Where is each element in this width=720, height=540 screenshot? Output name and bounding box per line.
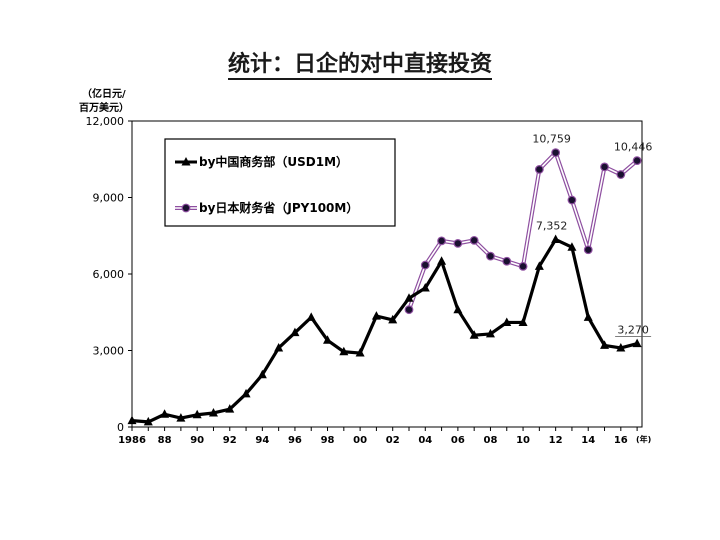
data-point-usd [469,330,479,339]
data-point-jpy [420,260,430,270]
data-point-usd [404,293,414,302]
y-tick-label: 6,000 [93,268,125,281]
data-point-usd [616,342,626,352]
x-tick-label: 12 [549,435,563,446]
data-point-usd [388,314,398,324]
data-point-usd [502,317,512,326]
data-point-usd [274,342,284,352]
data-point-usd [323,335,333,344]
x-tick-label: 00 [353,435,367,446]
data-point-jpy [551,148,561,158]
data-point-usd [600,340,610,349]
data-point-jpy [404,305,414,315]
data-point-usd [485,328,495,338]
data-point-usd [355,348,365,357]
data-point-usd [192,409,202,419]
x-tick-label: 88 [158,435,172,446]
x-tick-label: 94 [255,435,269,446]
x-tick-label: 1986 [118,435,146,446]
x-tick-label: 90 [190,435,204,446]
data-point-usd [583,312,593,321]
data-point-jpy [632,156,642,166]
x-tick-label: 14 [581,435,595,446]
data-point-usd [257,369,267,379]
page-title: 统计：日企的对中直接投资 [0,46,720,80]
data-point-usd [534,261,544,270]
data-point-jpy [583,245,593,255]
data-point-jpy [486,251,495,261]
x-tick-label: 98 [321,435,335,446]
data-point-jpy [437,236,446,246]
data-label: 3,270 [617,324,649,337]
data-labels: 10,759 10,446 7,352 3,270 [532,133,653,338]
data-label: 10,759 [532,133,571,146]
series-lines [127,148,642,426]
data-point-jpy [616,170,626,179]
x-axis: 1986 88 90 92 94 96 98 00 02 04 06 08 10 12 14 16 [118,427,638,446]
page-title-text: 统计：日企的对中直接投资 [227,52,492,80]
data-point-usd [453,304,463,314]
data-point-usd [225,404,235,413]
data-point-usd [176,413,186,422]
x-tick-label: 16 [614,435,628,446]
y-axis: 0 3,000 6,000 9,000 12,000 [86,115,132,434]
x-tick-label: 06 [451,435,465,446]
data-point-jpy [534,165,544,174]
data-point-usd [420,283,430,292]
data-point-usd [290,327,300,337]
data-point-usd [306,312,316,321]
legend-marker-usd [181,157,191,166]
legend-label-jpy: by日本财务省（JPY100M） [199,200,358,215]
data-point-jpy [502,256,512,266]
data-point-usd [632,338,642,348]
data-point-usd [371,311,381,320]
series-line-usd [131,237,638,424]
x-tick-label: 04 [418,435,432,446]
data-point-usd [127,415,137,425]
y-tick-label: 9,000 [93,192,125,205]
x-tick-label: 96 [288,435,302,446]
x-tick-label: 92 [223,435,237,446]
data-point-jpy [453,238,463,248]
x-tick-label: 02 [386,435,400,446]
data-point-usd [208,407,218,417]
data-point-usd [518,317,528,326]
data-label: 10,446 [614,141,653,154]
data-point-usd [551,234,561,244]
legend: by中国商务部（USD1M） by日本财务省（JPY100M） [164,138,396,227]
data-point-usd [241,388,251,398]
y-tick-label: 0 [117,421,124,434]
legend-label-usd: by中国商务部（USD1M） [199,154,348,169]
series-line-jpy-core [408,151,638,310]
x-tick-label: 08 [484,435,498,446]
data-point-jpy [518,261,528,271]
data-point-usd [160,409,170,418]
y-axis-unit-line1: （亿日元/ [82,87,126,100]
data-point-usd [567,242,577,251]
legend-marker-jpy [181,203,191,213]
data-point-jpy [469,235,479,245]
data-point-jpy [567,195,577,205]
data-point-usd [143,416,153,426]
y-axis-unit-line2: 百万美元） [79,101,129,114]
data-point-usd [437,256,447,265]
data-label: 7,352 [536,220,568,233]
y-tick-label: 12,000 [86,115,125,128]
legend-frame [164,138,396,227]
y-tick-label: 3,000 [93,345,125,358]
data-point-jpy [600,162,609,172]
x-tick-label: 10 [516,435,530,446]
x-axis-unit: (年) [636,434,651,444]
data-point-usd [339,346,349,356]
